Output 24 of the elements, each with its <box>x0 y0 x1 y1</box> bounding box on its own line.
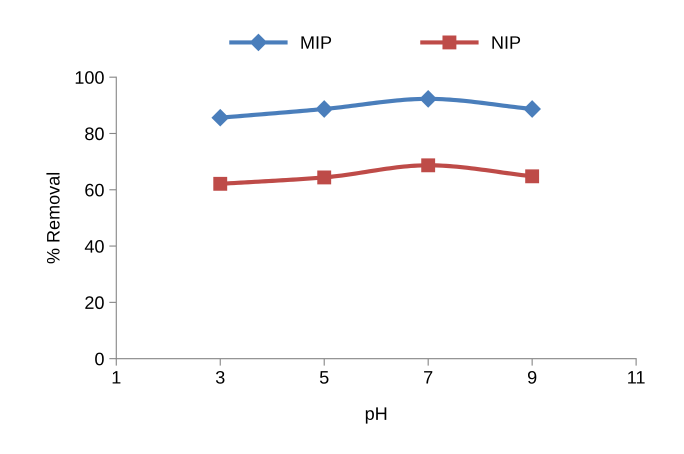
point <box>421 158 436 172</box>
point <box>525 169 540 184</box>
point <box>213 176 228 191</box>
x-tick-label: 9 <box>528 370 536 384</box>
y-tick-label: 20 <box>85 296 104 310</box>
y-tick-label: 100 <box>76 71 104 84</box>
x-tick-label: 1 <box>112 371 120 384</box>
y-tick-label: 40 <box>84 240 104 253</box>
x-tick-label: 3 <box>216 370 224 384</box>
legend-label: NIP <box>492 36 520 49</box>
x-axis-title: pH <box>366 407 386 424</box>
point <box>212 109 229 126</box>
point <box>420 90 437 108</box>
y-tick-label: 80 <box>85 127 104 140</box>
y-axis-title: % Removal <box>46 172 60 264</box>
x-tick-label: 5 <box>320 371 328 384</box>
point <box>317 170 332 184</box>
y-tick-label: 0 <box>95 352 104 366</box>
point <box>316 100 333 118</box>
y-tick-label: 60 <box>85 184 104 196</box>
x-tick-label: 7 <box>424 371 432 384</box>
point <box>524 100 541 118</box>
legend-label: MIP <box>301 36 332 49</box>
x-tick-label: 11 <box>628 371 645 384</box>
